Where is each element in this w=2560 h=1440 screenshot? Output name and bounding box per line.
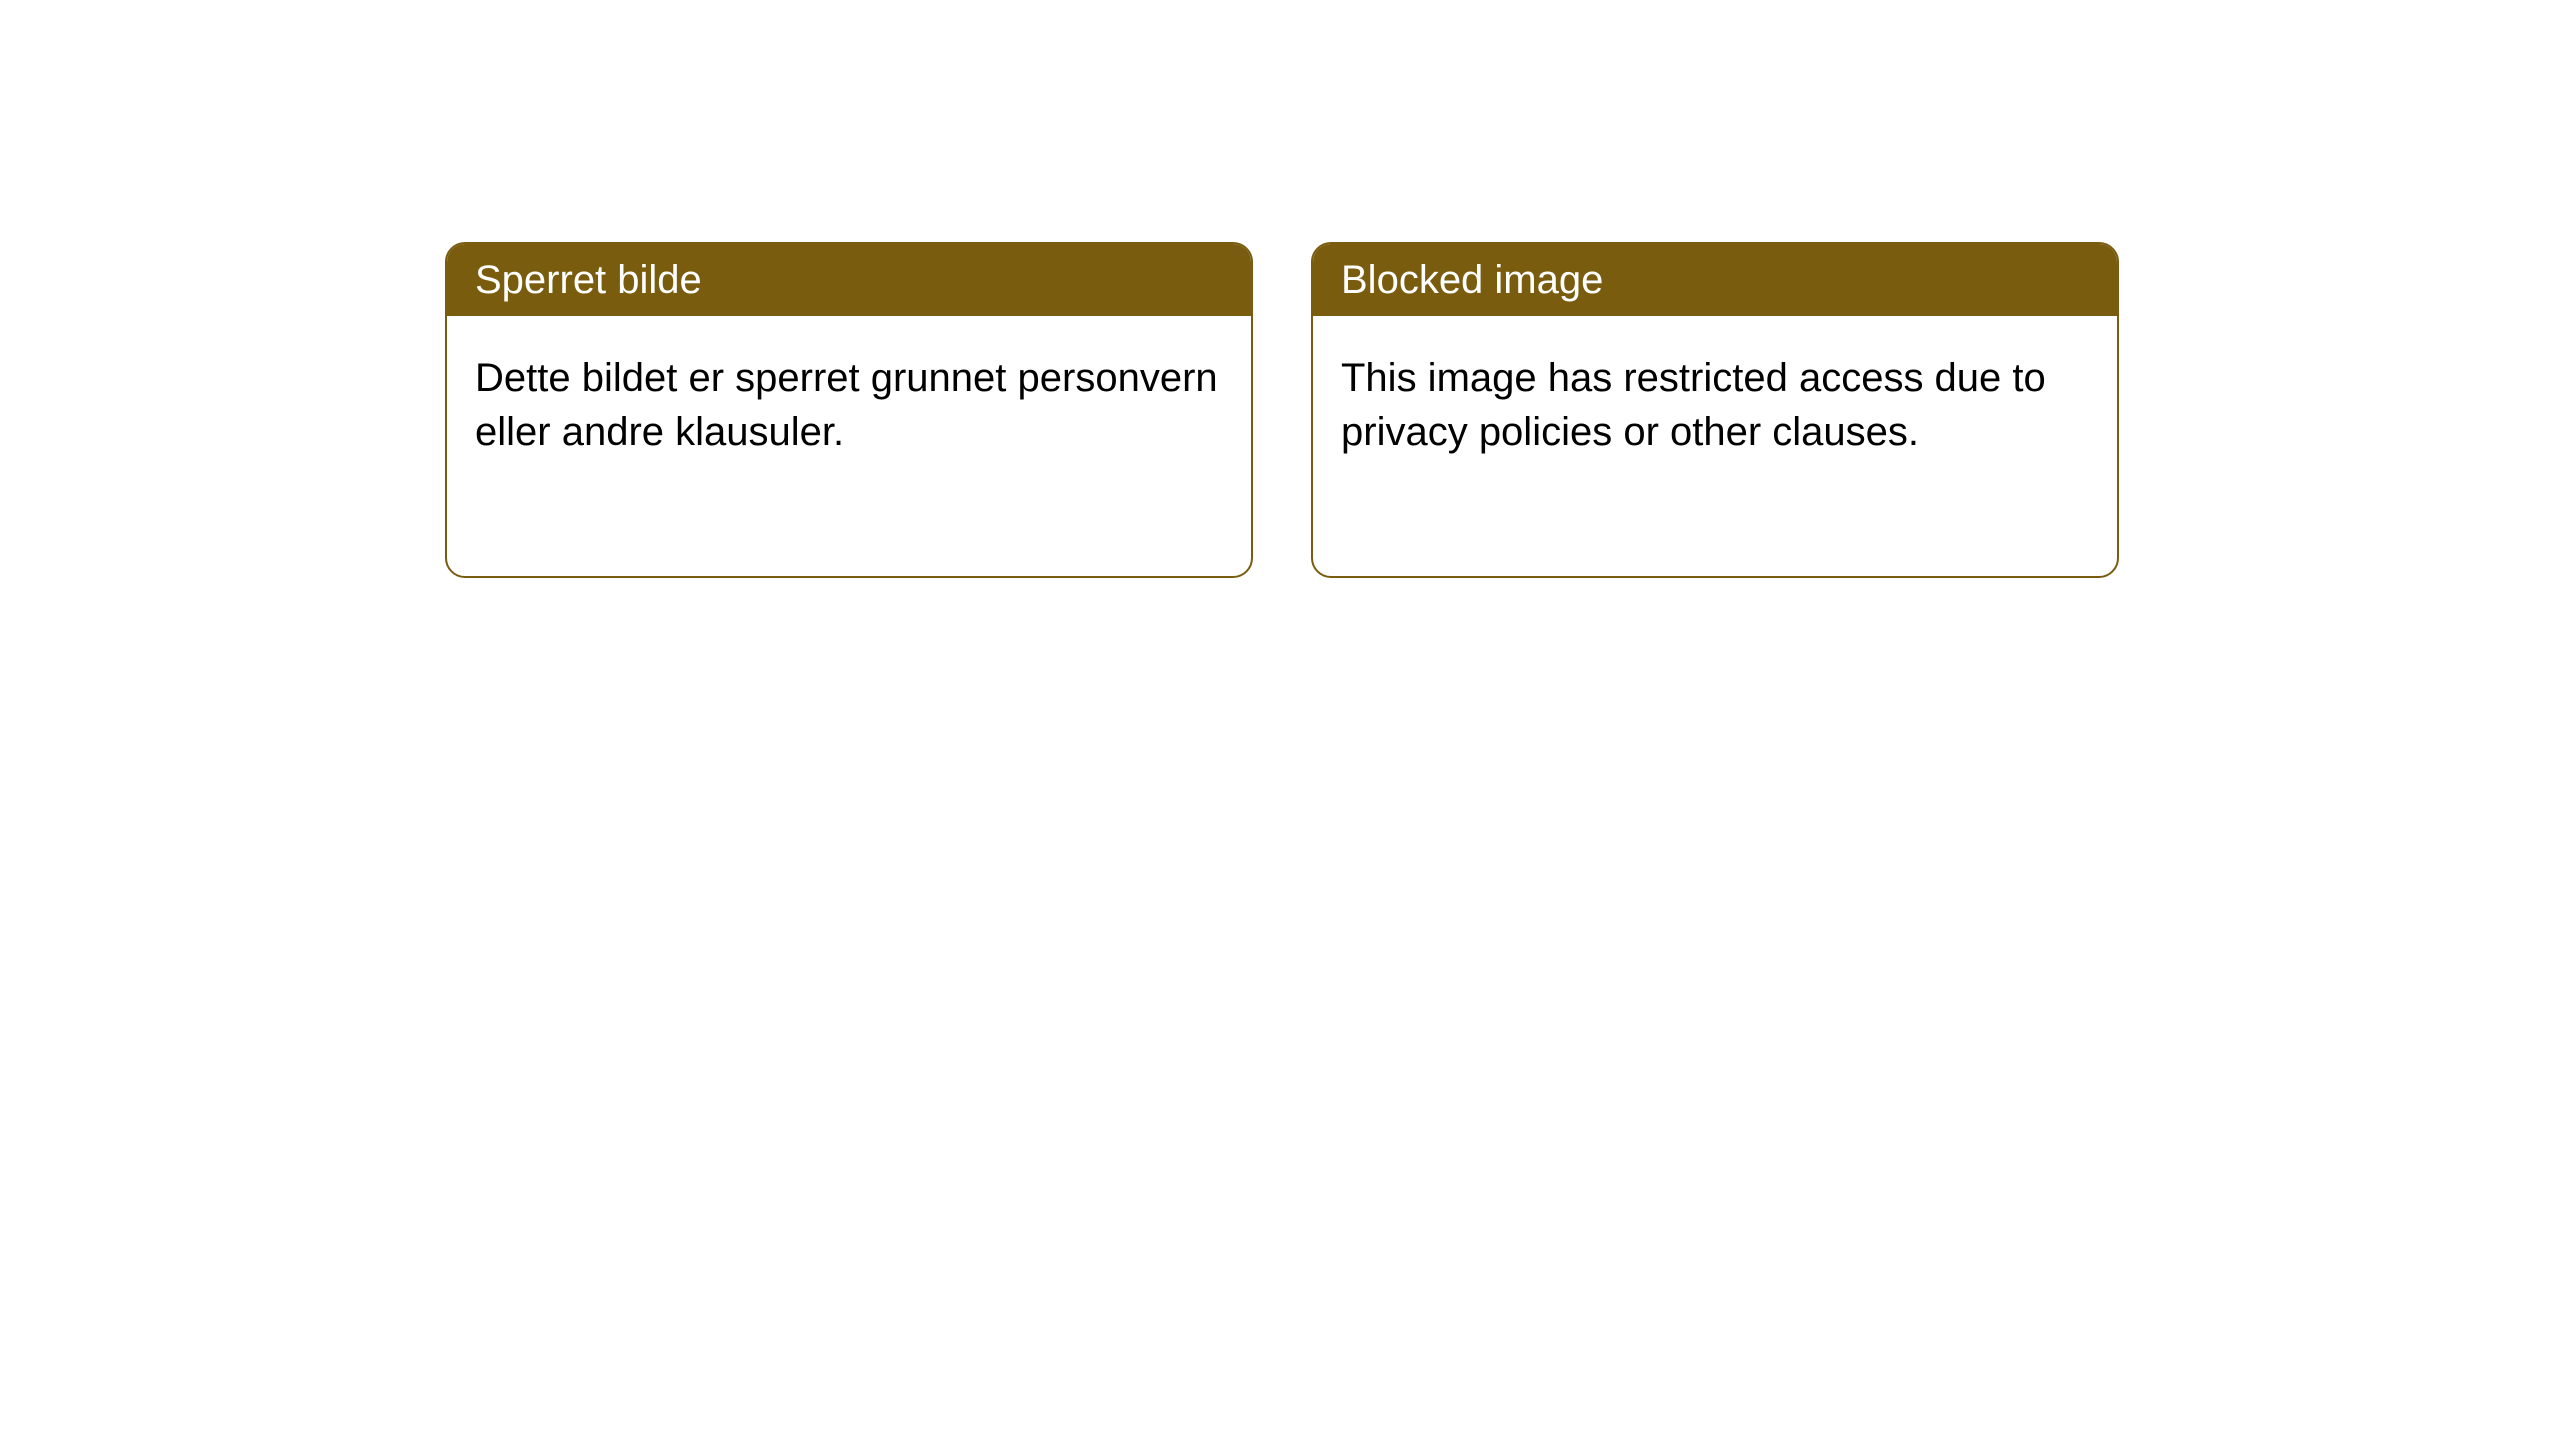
card-header: Blocked image <box>1313 244 2117 316</box>
card-header: Sperret bilde <box>447 244 1251 316</box>
card-body: This image has restricted access due to … <box>1313 316 2117 495</box>
card-body: Dette bildet er sperret grunnet personve… <box>447 316 1251 495</box>
card-body-text: Dette bildet er sperret grunnet personve… <box>475 356 1218 454</box>
card-body-text: This image has restricted access due to … <box>1341 356 2046 454</box>
card-title: Blocked image <box>1341 258 1603 302</box>
notice-container: Sperret bilde Dette bildet er sperret gr… <box>0 0 2560 578</box>
notice-card-norwegian: Sperret bilde Dette bildet er sperret gr… <box>445 242 1253 578</box>
card-title: Sperret bilde <box>475 258 702 302</box>
notice-card-english: Blocked image This image has restricted … <box>1311 242 2119 578</box>
